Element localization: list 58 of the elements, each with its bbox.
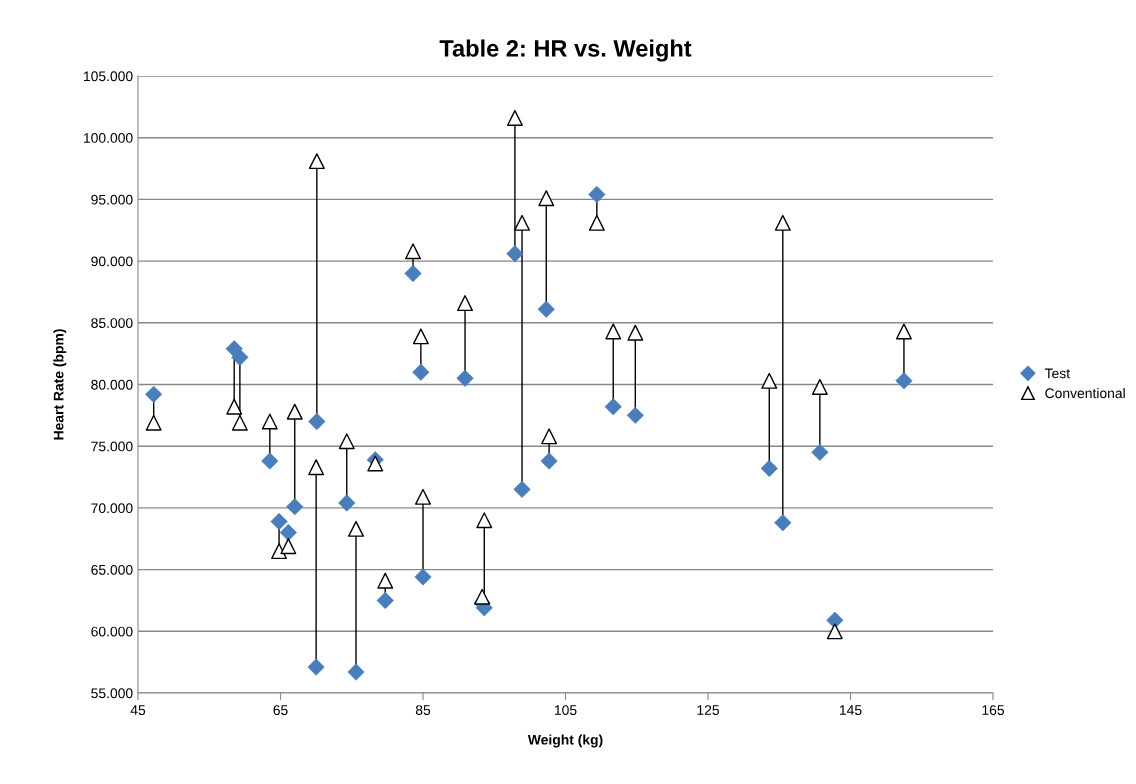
y-axis-title: Heart Rate (bpm) — [53, 329, 67, 440]
point — [538, 190, 555, 207]
y-tick-label: 70.000 — [91, 503, 133, 514]
y-tick-label: 75.000 — [91, 441, 133, 452]
point — [588, 214, 605, 231]
point — [145, 414, 162, 431]
point — [307, 658, 325, 676]
point — [626, 406, 644, 424]
point — [226, 398, 243, 415]
point — [338, 433, 355, 450]
point — [811, 378, 828, 395]
y-tick-label: 105.000 — [84, 71, 133, 82]
y-tick-label: 80.000 — [91, 379, 133, 390]
point — [308, 459, 325, 476]
x-tick-label: 165 — [982, 705, 1005, 716]
point — [367, 455, 384, 472]
point — [774, 214, 791, 231]
point — [377, 572, 394, 589]
point — [376, 591, 394, 610]
x-tick-label: 145 — [839, 705, 862, 716]
y-tick-label: 90.000 — [91, 256, 133, 267]
point — [348, 520, 365, 537]
point — [280, 538, 297, 555]
point — [826, 623, 843, 640]
point — [895, 323, 912, 340]
x-tick-label: 105 — [554, 705, 577, 716]
point — [261, 413, 278, 430]
point — [405, 243, 422, 260]
point — [415, 488, 431, 505]
point — [308, 153, 325, 170]
x-tick-label: 65 — [273, 705, 288, 716]
y-tick-label: 65.000 — [91, 564, 133, 575]
point — [414, 568, 432, 586]
y-tick-label: 95.000 — [91, 194, 133, 205]
point — [474, 588, 491, 605]
point — [761, 372, 778, 389]
point — [514, 214, 531, 231]
y-tick-label: 55.000 — [91, 688, 133, 699]
point — [476, 512, 493, 529]
chart-title: Table 2: HR vs. Weight — [439, 39, 692, 62]
x-tick-label: 85 — [415, 705, 431, 716]
x-tick-label: 125 — [697, 705, 720, 716]
y-tick-label: 85.000 — [91, 318, 133, 328]
point — [286, 403, 303, 420]
x-tick-label: 45 — [130, 705, 146, 716]
legend-label: Conventional — [1045, 387, 1125, 399]
point — [231, 414, 248, 431]
point — [541, 428, 558, 445]
y-tick-label: 100.000 — [84, 133, 133, 143]
x-axis-title: Weight (kg) — [527, 734, 603, 748]
point — [506, 109, 523, 126]
point — [412, 328, 429, 345]
point — [627, 324, 644, 341]
point — [457, 295, 474, 312]
point — [605, 323, 622, 340]
y-tick-label: 60.000 — [91, 626, 133, 637]
point — [271, 543, 288, 560]
legend-label: Test — [1044, 368, 1070, 379]
